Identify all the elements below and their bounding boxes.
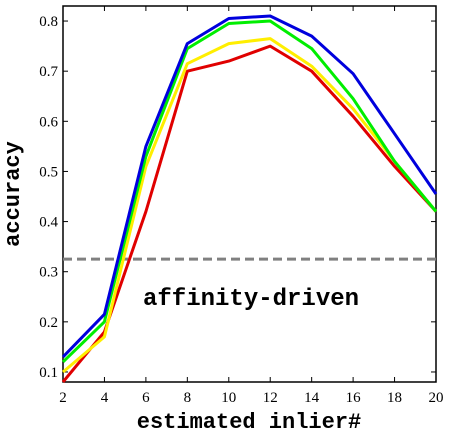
y-tick-label: 0.2 xyxy=(39,315,58,331)
x-tick-label: 6 xyxy=(142,390,150,406)
plot-area xyxy=(62,5,437,383)
series-line-3 xyxy=(61,19,438,363)
x-tick-label: 16 xyxy=(346,390,362,406)
series-line-4 xyxy=(61,14,438,358)
x-tick-label: 8 xyxy=(184,390,192,406)
y-tick-label: 0.8 xyxy=(39,14,58,30)
x-tick-label: 20 xyxy=(429,390,444,406)
y-tick-label: 0.6 xyxy=(39,114,58,130)
x-tick-label: 10 xyxy=(221,390,236,406)
x-axis-title: estimated inlier# xyxy=(137,410,361,435)
x-tick-label: 12 xyxy=(263,390,278,406)
x-tick-label: 4 xyxy=(101,390,109,406)
y-tick-label: 0.1 xyxy=(39,365,58,381)
y-tick-label: 0.7 xyxy=(39,64,58,80)
series-line-2 xyxy=(62,37,438,374)
tick-labels: 2 4 6 8 10 12 14 16 18 20 0.1 0.2 0.3 0.4 0.5 0.6 0.7 0.8 xyxy=(39,14,443,406)
series-lines xyxy=(61,14,438,383)
y-axis-title: accuracy xyxy=(1,141,26,247)
series-line-1 xyxy=(61,44,438,383)
annotation-affinity-driven: affinity-driven xyxy=(143,286,359,313)
y-tick-label: 0.5 xyxy=(39,164,58,180)
x-tick-label: 18 xyxy=(387,390,402,406)
x-tick-label: 2 xyxy=(59,390,67,406)
x-tick-label: 14 xyxy=(304,390,320,406)
y-tick-label: 0.3 xyxy=(39,265,58,281)
axis-ticks xyxy=(62,6,437,382)
y-tick-label: 0.4 xyxy=(39,215,58,231)
